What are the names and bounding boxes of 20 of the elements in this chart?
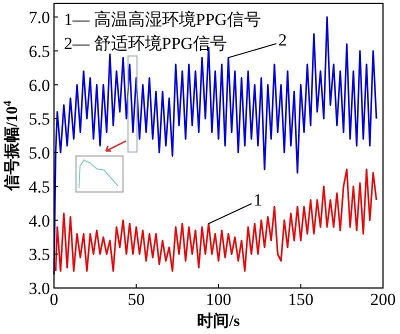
x-tick-label: 200 <box>370 290 396 309</box>
y-tick-label: 6.0 <box>28 76 50 95</box>
annotation: 2— 舒适环境PPG信号 <box>64 34 227 53</box>
x-tick-label: 50 <box>128 290 145 309</box>
x-tick-label: 100 <box>206 290 232 309</box>
x-tick-label: 150 <box>288 290 314 309</box>
y-tick-label: 4.5 <box>28 177 50 196</box>
y-tick-label: 5.5 <box>28 110 50 129</box>
annotation: 1— 高温高湿环境PPG信号 <box>64 10 261 29</box>
annotation: 2 <box>278 30 287 50</box>
line-series <box>54 168 378 272</box>
x-axis-title: 时间/s <box>197 312 240 330</box>
y-tick-label: 6.5 <box>28 42 50 61</box>
y-tick-label: 7.0 <box>28 8 50 27</box>
annotation: 1 <box>254 190 262 210</box>
y-tick-label: 4.0 <box>28 211 50 230</box>
y-tick-label: 5.0 <box>28 144 50 162</box>
y-tick-label: 3.5 <box>28 245 50 264</box>
y-tick-label: 3.0 <box>28 279 50 298</box>
x-tick-label: 0 <box>50 290 58 309</box>
